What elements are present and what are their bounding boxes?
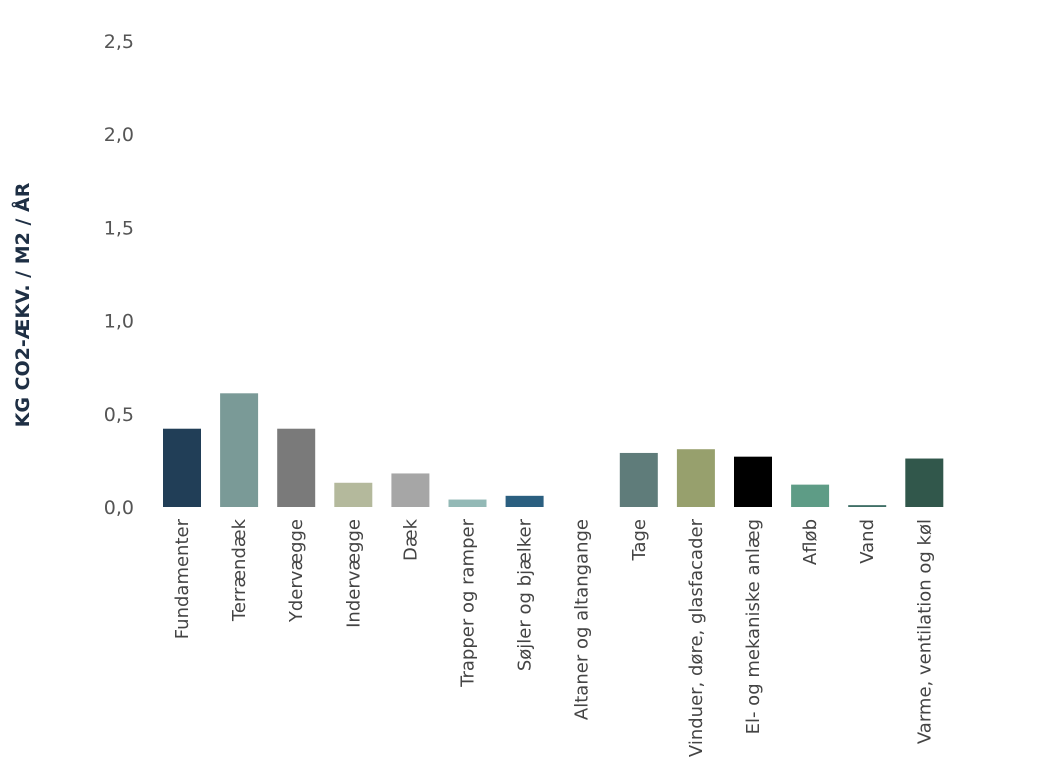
x-category-label: Terrændæk: [229, 518, 250, 622]
bar: [448, 499, 487, 507]
bar: [676, 449, 715, 507]
x-category-label: Varme, ventilation og køl: [914, 519, 935, 744]
bar: [277, 428, 316, 507]
bar: [619, 452, 658, 507]
x-category-label: Ydervægge: [286, 519, 307, 623]
x-category-label: Dæk: [400, 518, 421, 561]
y-tick-label: 1,5: [104, 217, 134, 239]
bar: [163, 428, 201, 507]
x-category-label: Fundamenter: [172, 518, 193, 639]
y-tick-label: 0,5: [104, 404, 134, 426]
x-category-label: Trapper og ramper: [458, 518, 479, 687]
y-tick-label: 1,0: [104, 311, 134, 333]
bar: [848, 505, 887, 507]
y-tick-label: 2,0: [104, 124, 134, 146]
bar: [391, 473, 430, 507]
x-category-label: Vinduer, døre, glasfacader: [686, 518, 707, 757]
bars: [163, 393, 944, 507]
x-category-label: Søjler og bjælker: [515, 518, 536, 671]
x-category-label: Altaner og altangange: [572, 519, 593, 720]
y-axis-ticks: 0,0 0,5 1,0 1,5 2,0 2,5: [104, 31, 134, 519]
x-axis-labels: Fundamenter Terrændæk Ydervægge Indervægge D…: [172, 518, 935, 757]
bar: [334, 482, 373, 507]
bar: [734, 456, 772, 507]
bar: [505, 495, 544, 507]
y-tick-label: 0,0: [104, 497, 134, 519]
x-category-label: Tage: [629, 519, 650, 562]
bar: [905, 458, 944, 507]
x-category-label: Vand: [857, 519, 878, 564]
bar: [220, 393, 259, 507]
bar: [791, 484, 830, 507]
x-category-label: Indervægge: [343, 519, 364, 628]
x-category-label: Afløb: [800, 519, 821, 565]
x-category-label: El- og mekaniske anlæg: [743, 519, 764, 734]
y-tick-label: 2,5: [104, 31, 134, 53]
y-axis-label: KG CO2-ÆKV. / M2 / ÅR: [10, 182, 34, 427]
